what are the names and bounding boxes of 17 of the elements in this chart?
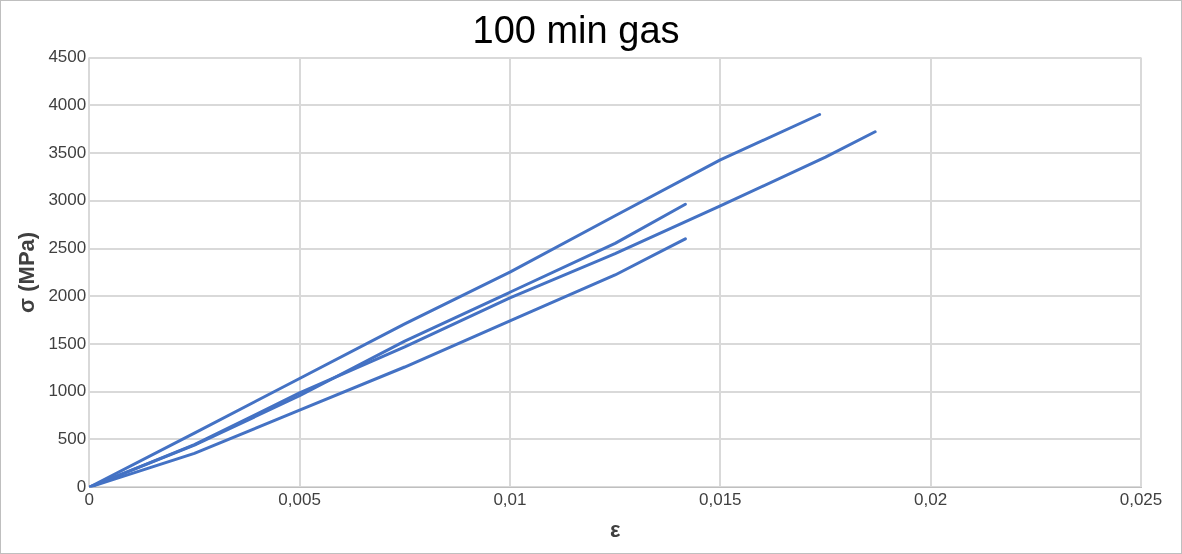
y-tick-label: 1000 — [48, 381, 87, 401]
y-tick-label: 2000 — [48, 285, 87, 305]
x-axis-title: ε — [609, 516, 621, 542]
y-tick-label: 500 — [57, 429, 87, 449]
x-tick-label: 0,015 — [699, 490, 742, 510]
x-tick-label: 0,025 — [1119, 490, 1163, 510]
y-tick-label: 4000 — [48, 95, 87, 115]
chart-title: 100 min gas — [472, 9, 680, 52]
y-axis-title: σ (MPa) — [14, 231, 40, 313]
x-tick-label: 0,01 — [493, 490, 527, 510]
y-tick-label: 3500 — [48, 142, 87, 162]
y-tick-label: 3000 — [48, 190, 87, 210]
y-tick-label: 4500 — [48, 47, 87, 67]
x-tick-label: 0,005 — [278, 490, 321, 510]
y-tick-label: 2500 — [48, 238, 87, 258]
y-tick-label: 1500 — [48, 333, 87, 353]
x-tick-label: 0,02 — [914, 490, 948, 510]
